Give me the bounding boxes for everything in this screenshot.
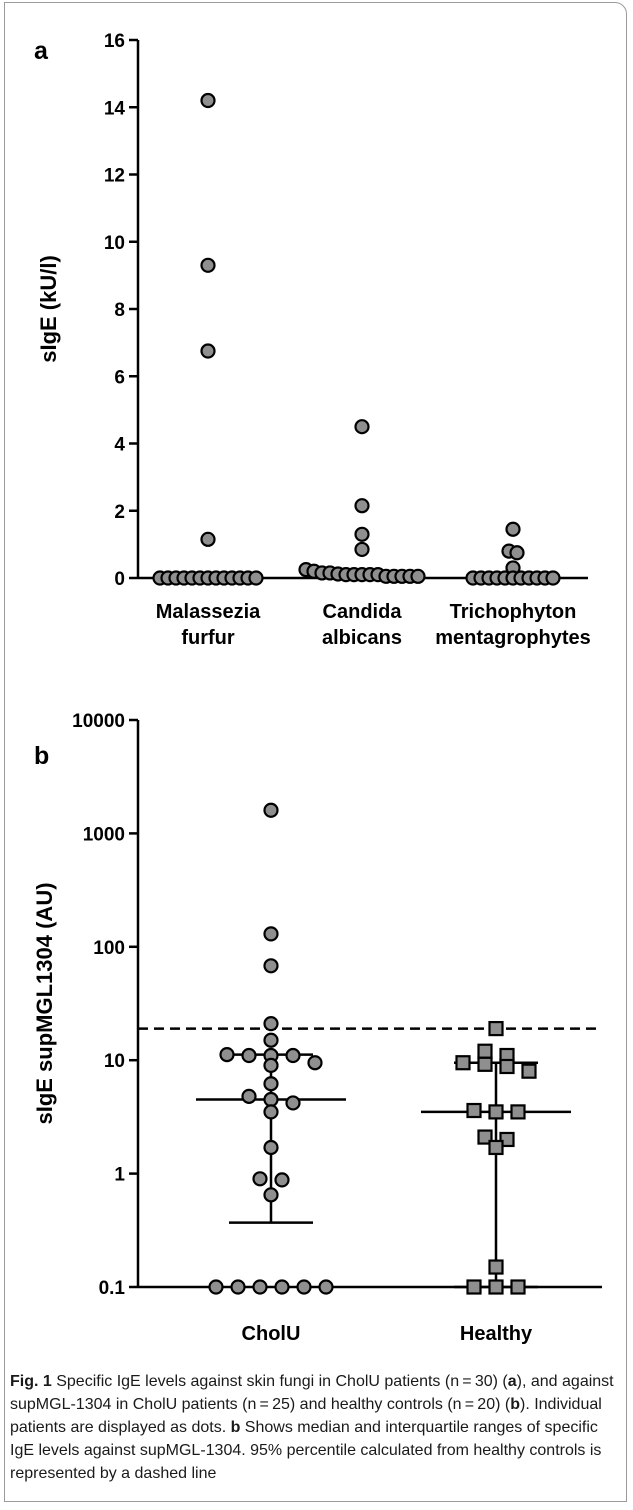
data-point: [354, 541, 370, 558]
data-point-circle: [307, 1055, 323, 1071]
y-tick-label: 10: [104, 1051, 125, 1072]
data-point-circle: [219, 1047, 235, 1063]
data-point-circle: [241, 1047, 257, 1064]
data-point-circle: [263, 1032, 279, 1048]
data-point-square: [488, 1104, 504, 1120]
y-axis-label: sIgE (kU/l): [36, 255, 61, 363]
data-point-square: [510, 1104, 526, 1120]
caption-text: Specific IgE levels against skin fungi i…: [10, 1373, 614, 1482]
data-point: [354, 526, 370, 542]
y-tick-label: 14: [104, 98, 126, 119]
y-tick-label: 12: [104, 166, 125, 187]
data-point-square: [477, 1043, 493, 1059]
figure-caption: Fig. 1 Specific IgE levels against skin …: [10, 1370, 620, 1485]
data-point-square: [499, 1131, 515, 1148]
data-point-circle: [263, 926, 279, 942]
panel-a-chart: a 0 2 4 6 8 10 12 14 16 sIgE (kU/l) Malassezia furfu…: [34, 31, 591, 649]
data-point-circle: [318, 1279, 334, 1295]
data-point-circle: [263, 1057, 279, 1073]
data-point-square: [477, 1129, 493, 1145]
y-tick-label: 16: [104, 31, 125, 52]
data-point: [200, 92, 216, 109]
data-point: [410, 568, 426, 584]
figure-charts: a 0 2 4 6 8 10 12 14 16 sIgE (kU/l) Malassezia furfu…: [32, 31, 602, 1345]
data-point: [200, 531, 216, 547]
caption-run: Specific IgE levels against skin fungi i…: [51, 1373, 508, 1390]
figure-frame: [4, 2, 627, 1502]
y-axis-label: sIgE supMGL1304 (AU): [32, 882, 57, 1124]
data-point: [505, 521, 521, 537]
data-point-circle: [274, 1279, 290, 1295]
data-point-circle: [263, 1139, 279, 1156]
caption-run: Shows median and interquartile ranges of…: [10, 1419, 602, 1482]
y-tick-label: 0.1: [99, 1278, 126, 1299]
y-tick-label: 1000: [83, 824, 125, 845]
data-point-square: [477, 1056, 493, 1072]
y-tick-label: 4: [114, 435, 125, 456]
panel-letter: b: [34, 742, 49, 770]
data-point-circle: [274, 1172, 290, 1188]
x-category-label: albicans: [322, 627, 402, 649]
data-point: [509, 545, 525, 561]
data-point-circle: [285, 1095, 301, 1111]
caption-run: ). Individual patients are displayed as …: [10, 1396, 602, 1436]
data-point: [545, 570, 561, 586]
data-point-circle: [263, 958, 279, 974]
data-point: [200, 343, 216, 359]
caption-panel-ref: a: [507, 1373, 517, 1390]
data-point-circle: [252, 1279, 268, 1295]
caption-panel-ref: b: [230, 1419, 241, 1436]
data-point-circle: [263, 1076, 279, 1092]
y-tick-label: 10: [104, 233, 125, 254]
data-point: [354, 419, 370, 435]
data-point-square: [488, 1020, 504, 1037]
caption-run: ), and against supMGL-1304 in CholU pati…: [10, 1373, 614, 1413]
data-point-circle: [263, 1091, 279, 1108]
data-point-square: [466, 1102, 482, 1119]
y-tick-label: 10000: [72, 711, 125, 732]
x-category-label: Trichophyton: [450, 601, 577, 623]
data-point-square: [499, 1058, 515, 1075]
data-point-circle: [263, 1104, 279, 1120]
data-point: [200, 257, 216, 273]
y-tick-label: 2: [114, 502, 125, 523]
y-tick-label: 0: [114, 569, 125, 590]
data-point-square: [488, 1279, 504, 1295]
data-point-circle: [230, 1279, 246, 1295]
data-point-square: [510, 1279, 526, 1295]
data-point-circle: [241, 1088, 257, 1104]
data-point-square: [455, 1055, 471, 1071]
caption-panel-ref: b: [510, 1396, 520, 1413]
x-category-label: Candida: [323, 601, 403, 623]
data-point-circle: [208, 1279, 224, 1295]
x-category-label: furfur: [181, 627, 235, 649]
data-point: [248, 570, 264, 586]
panel-letter: a: [34, 37, 49, 65]
x-category-label: Healthy: [460, 1323, 533, 1345]
data-point-square: [488, 1259, 504, 1275]
data-point-circle: [252, 1171, 268, 1187]
data-point-square: [466, 1279, 482, 1295]
x-category-label: mentagrophytes: [435, 627, 591, 649]
x-category-label: Malassezia: [156, 601, 261, 623]
data-point-circle: [263, 1187, 279, 1203]
data-point-circle: [285, 1047, 301, 1064]
caption-label: Fig. 1: [10, 1373, 52, 1390]
y-tick-label: 1: [114, 1165, 125, 1186]
x-category-label: CholU: [242, 1323, 301, 1345]
y-tick-label: 6: [114, 367, 125, 388]
data-point-circle: [263, 1016, 279, 1032]
panel-b-chart: b 0.1 1 10 100 1000 10000 sIgE supMGL1304 (AU) C…: [32, 711, 602, 1345]
data-point-square: [488, 1139, 504, 1156]
data-point-circle: [263, 802, 279, 818]
y-tick-label: 100: [93, 938, 125, 959]
y-tick-label: 8: [114, 300, 125, 321]
data-point-circle: [296, 1279, 312, 1295]
data-point: [354, 498, 370, 514]
data-point-square: [521, 1063, 537, 1079]
